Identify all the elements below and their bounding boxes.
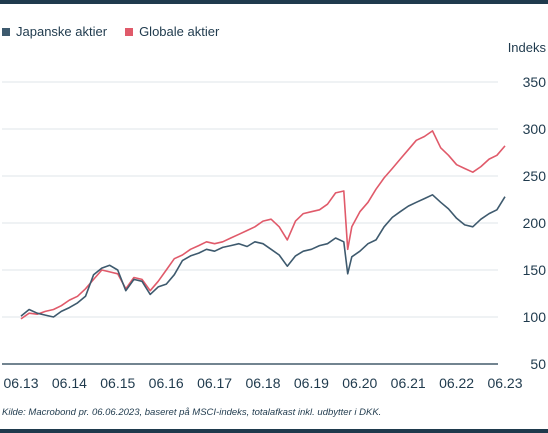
legend-swatch-global: [125, 27, 134, 36]
x-tick-label: 06.13: [3, 375, 38, 391]
legend-item-japan: Japanske aktier: [2, 24, 107, 39]
x-tick-label: 06.23: [487, 375, 522, 391]
y-tick-label: 350: [523, 74, 547, 90]
gridlines: [2, 81, 498, 365]
y-tick-label: 100: [523, 309, 547, 325]
x-tick-label: 06.21: [391, 375, 426, 391]
x-tick-label: 06.19: [294, 375, 329, 391]
x-tick-label: 06.15: [100, 375, 135, 391]
y-tick-label: 250: [523, 168, 547, 184]
series-line-japan: [20, 194, 506, 318]
x-tick-label: 06.22: [439, 375, 474, 391]
x-tick-label: 06.17: [197, 375, 232, 391]
legend-label-global: Globale aktier: [139, 24, 220, 39]
x-tick-label: 06.20: [342, 375, 377, 391]
y-tick-label: 50: [530, 356, 546, 372]
legend-swatch-japan: [2, 27, 10, 36]
legend-item-global: Globale aktier: [125, 24, 219, 39]
legend-label-japan: Japanske aktier: [16, 24, 108, 39]
series-lines: [20, 130, 506, 320]
y-tick-labels: 50 100 150 200 250 300 350: [523, 74, 547, 372]
series-line-global: [20, 130, 506, 320]
y-tick-label: 300: [523, 121, 547, 137]
y-tick-label: 200: [523, 215, 547, 231]
y-axis-label: Indeks: [507, 40, 546, 55]
x-tick-label: 06.18: [245, 375, 280, 391]
source-note: Kilde: Macrobond pr. 06.06.2023, baseret…: [2, 407, 382, 418]
legend: Japanske aktier Globale aktier: [2, 24, 219, 39]
y-tick-label: 150: [523, 262, 547, 278]
x-tick-label: 06.16: [149, 375, 184, 391]
top-rule: [0, 0, 548, 4]
bottom-rule: [0, 429, 548, 433]
x-tick-labels: 06.13 06.14 06.15 06.16 06.17 06.18 06.19 06.20…: [3, 375, 522, 391]
x-tick-label: 06.14: [52, 375, 87, 391]
